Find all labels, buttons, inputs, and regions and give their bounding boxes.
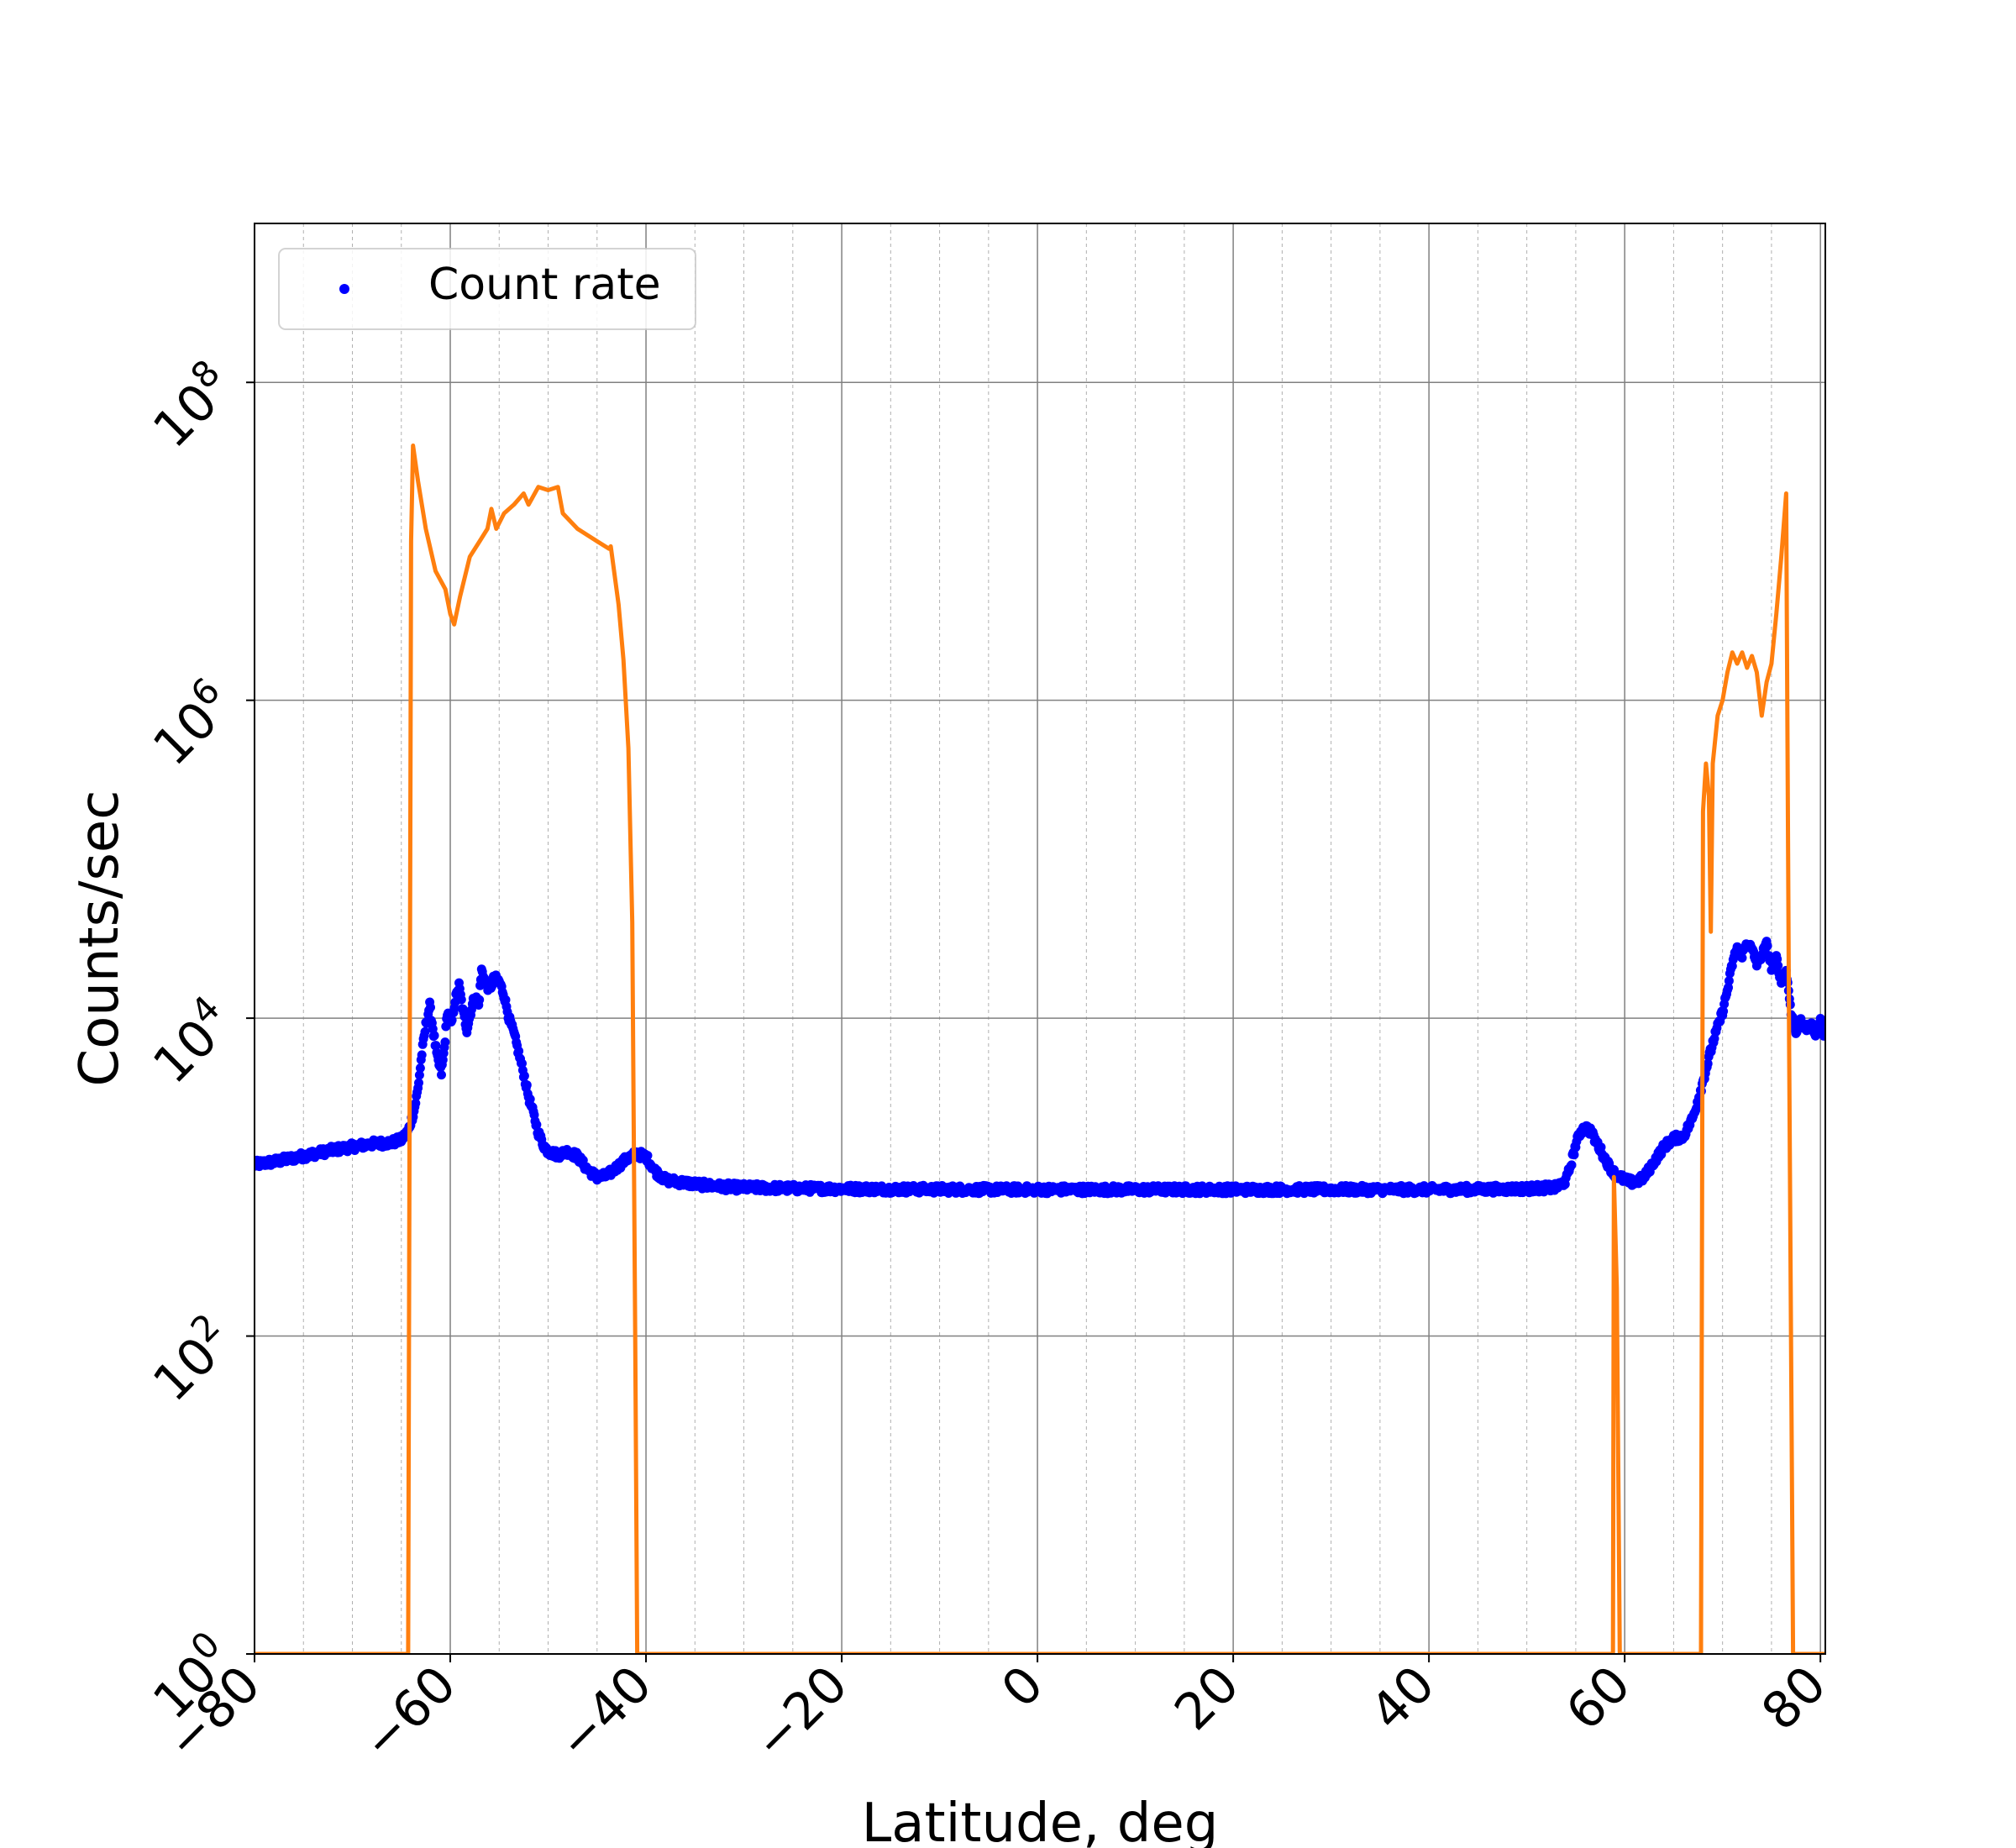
count-rate-point [643, 1151, 653, 1161]
count-rate-point [414, 1078, 423, 1088]
count-rate-point [1719, 1006, 1729, 1016]
count-rate-point [429, 1031, 439, 1041]
count-rate-point [1773, 961, 1783, 970]
count-rate-point [532, 1120, 542, 1130]
y-axis-label: Counts/sec [69, 790, 131, 1087]
count-rate-point [1762, 941, 1772, 951]
count-rate-point [519, 1071, 529, 1081]
count-rate-point [411, 1098, 421, 1108]
count-rate-point [415, 1063, 425, 1073]
count-rate-point [501, 995, 511, 1005]
legend-label-count-rate: Count rate [428, 260, 661, 310]
orange-line-path [255, 444, 1825, 1654]
count-rate-point [1709, 1033, 1719, 1043]
count-rate-point [1569, 1150, 1579, 1160]
count-rate-point [514, 1046, 524, 1056]
count-rate-point [456, 995, 466, 1005]
count-rate-point [475, 995, 485, 1005]
count-rate-point [1703, 1058, 1713, 1068]
legend-marker-count-rate [339, 284, 349, 294]
legend: Count rate [278, 248, 696, 330]
count-rate-point [522, 1080, 532, 1090]
count-rate-point [1819, 1031, 1825, 1041]
count-rate-point [1724, 983, 1733, 993]
count-rate-point [440, 1037, 450, 1047]
count-rate-point [1567, 1160, 1577, 1170]
count-rate-point [417, 1050, 427, 1060]
count-rate-point [1816, 1018, 1825, 1028]
x-axis-label: Latitude, deg [862, 1793, 1219, 1848]
count-rate-point [414, 1070, 424, 1080]
count-rate-point [420, 1026, 430, 1037]
count-rate-point [1737, 953, 1747, 963]
minor-gridlines [302, 223, 1772, 1654]
count-rate-point [447, 1016, 457, 1025]
count-rate-series [255, 937, 1825, 1199]
count-rate-point [426, 1002, 435, 1012]
count-rate-point [517, 1058, 527, 1068]
count-rate-point [431, 1041, 441, 1051]
orange-line-series [255, 444, 1825, 1654]
count-rate-point [437, 1070, 446, 1080]
legend-box [278, 248, 696, 330]
count-rate-point [1724, 976, 1734, 986]
axes-frame [254, 223, 1826, 1655]
plot-area [255, 223, 1825, 1654]
count-rate-point [525, 1095, 535, 1104]
